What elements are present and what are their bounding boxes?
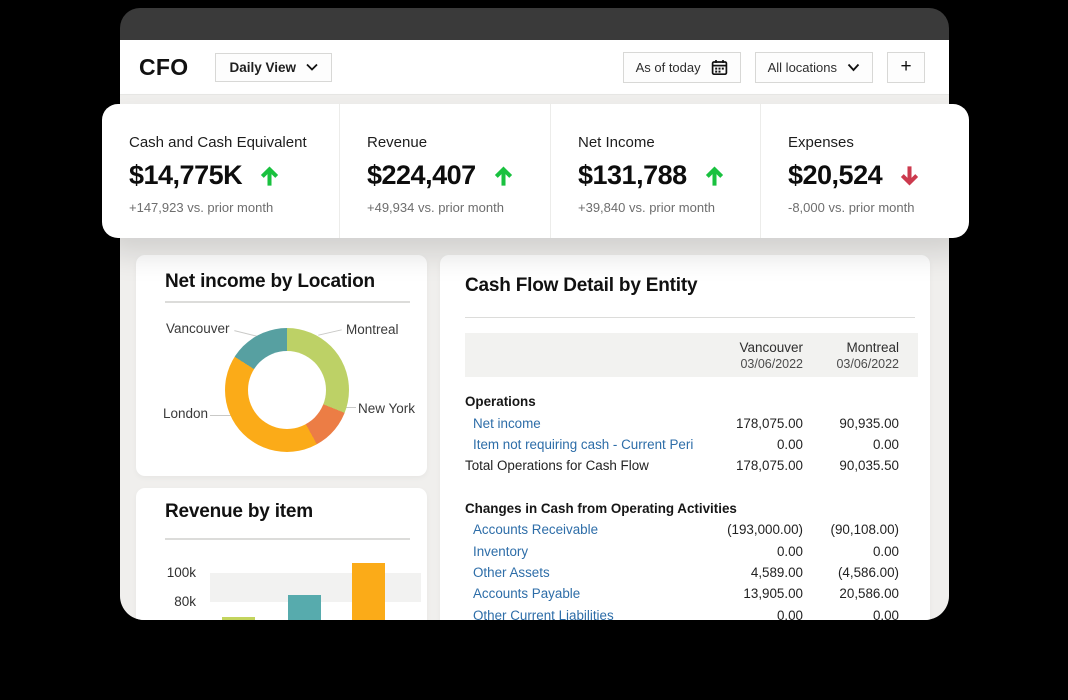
cashflow-title: Cash Flow Detail by Entity [465, 275, 698, 296]
donut-label-newyork: New York [358, 401, 416, 416]
bar-card-title: Revenue by item [165, 501, 313, 522]
label-connector [343, 407, 356, 408]
bar [288, 594, 321, 620]
table-row[interactable]: Inventory 0.00 0.00 [473, 543, 899, 559]
kpi-title: Net Income [578, 134, 655, 151]
date-filter-label: As of today [635, 59, 701, 75]
label-connector [210, 415, 232, 416]
cell-value: 0.00 [872, 607, 899, 620]
window-titlebar [120, 8, 949, 40]
cell-value: (193,000.00) [727, 522, 803, 538]
column-header-montreal: Montreal 03/06/2022 [836, 340, 899, 371]
view-selector-label: Daily View [229, 59, 296, 75]
column-header-vancouver: Vancouver 03/06/2022 [739, 340, 803, 371]
title-divider [465, 317, 915, 318]
table-row-total: Total Operations for Cash Flow 178,075.0… [465, 458, 899, 474]
cell-value: 178,075.00 [735, 415, 803, 431]
section-header-changes: Changes in Cash from Operating Activitie… [465, 500, 737, 516]
kpi-title: Cash and Cash Equivalent [129, 134, 307, 151]
section-header-operations: Operations [465, 394, 536, 410]
cell-value: (4,586.00) [837, 564, 899, 580]
title-divider [165, 301, 410, 303]
trend-arrow [898, 164, 921, 188]
cell-value: 178,075.00 [735, 458, 803, 474]
app-title: CFO [139, 53, 189, 80]
cell-value: 0.00 [872, 543, 899, 559]
section-spacer [465, 477, 918, 498]
donut-label-vancouver: Vancouver [166, 321, 230, 336]
add-widget-button[interactable]: + [887, 51, 925, 83]
trend-arrow [258, 164, 281, 188]
cell-value: 13,905.00 [743, 586, 803, 602]
table-row[interactable]: Other Current Liabilities 0.00 0.00 [465, 605, 918, 620]
kpi-strip: Cash and Cash Equivalent $14,775K +147,9… [102, 104, 969, 238]
ytick-100k: 100k [166, 565, 196, 580]
cell-value: 0.00 [776, 436, 803, 452]
kpi-value: $224,407 [367, 160, 476, 190]
table-row[interactable]: Item not requiring cash - Current Period… [473, 436, 899, 452]
kpi-title: Revenue [367, 134, 428, 151]
kpi-revenue: Revenue $224,407 +49,934 vs. prior month [339, 104, 550, 238]
table-row[interactable]: Net income 178,075.00 90,935.00 [473, 415, 899, 431]
cell-value: 20,586.00 [839, 586, 899, 602]
cashflow-table: Operations Net income 178,075.00 90,935.… [465, 391, 918, 620]
kpi-delta: +39,840 vs. prior month [578, 200, 715, 215]
chevron-down-icon [306, 63, 318, 71]
cell-value: 90,935.00 [839, 415, 899, 431]
revenue-by-item-card: Revenue by item 100k 80k [136, 488, 427, 620]
trend-arrow [703, 164, 726, 188]
cell-value: 90,035.50 [839, 458, 899, 474]
date-filter-button[interactable]: As of today [622, 51, 741, 83]
kpi-delta: +49,934 vs. prior month [367, 200, 504, 215]
table-row[interactable]: Other Assets 4,589.00 (4,586.00) [473, 564, 899, 580]
location-filter-label: All locations [767, 59, 837, 75]
plus-icon: + [900, 56, 912, 77]
trend-arrow [492, 164, 515, 188]
cell-value: (90,108.00) [830, 522, 900, 538]
cash-flow-detail-card: Cash Flow Detail by Entity Vancouver 03/… [440, 255, 930, 620]
location-filter-dropdown[interactable]: All locations [754, 51, 873, 83]
header-controls: As of today All locations + [622, 51, 925, 83]
cell-value: 4,589.00 [750, 564, 803, 580]
cell-value: 0.00 [872, 436, 899, 452]
net-income-by-location-card: Net income by Location Vancouver Montrea… [136, 255, 427, 476]
donut-chart [225, 328, 349, 452]
kpi-value: $20,524 [788, 160, 883, 190]
label-connector [318, 329, 342, 336]
table-row[interactable]: Accounts Receivable (193,000.00) (90,108… [473, 522, 900, 538]
title-divider [165, 538, 410, 540]
kpi-cash: Cash and Cash Equivalent $14,775K +147,9… [102, 104, 339, 238]
donut-hole [248, 351, 326, 429]
app-header: CFO Daily View As of today All locations [120, 40, 949, 95]
kpi-value: $131,788 [578, 160, 687, 190]
kpi-value: $14,775K [129, 160, 243, 190]
bar [352, 562, 385, 620]
kpi-expenses: Expenses $20,524 -8,000 vs. prior month [760, 104, 969, 238]
bar [222, 616, 255, 620]
calendar-icon [711, 59, 727, 75]
ytick-80k: 80k [174, 594, 196, 609]
donut-label-london: London [163, 406, 209, 421]
chevron-down-icon [847, 63, 860, 71]
kpi-delta: +147,923 vs. prior month [129, 200, 274, 215]
cell-value: 0.00 [776, 543, 803, 559]
kpi-title: Expenses [788, 134, 854, 151]
cell-value: 0.00 [776, 607, 803, 620]
kpi-delta: -8,000 vs. prior month [788, 200, 915, 215]
view-selector-dropdown[interactable]: Daily View [215, 52, 332, 82]
donut-card-title: Net income by Location [165, 271, 375, 292]
kpi-net-income: Net Income $131,788 +39,840 vs. prior mo… [550, 104, 760, 238]
donut-label-montreal: Montreal [346, 322, 399, 337]
table-row[interactable]: Accounts Payable 13,905.00 20,586.00 [473, 586, 899, 602]
table-column-header: Vancouver 03/06/2022 Montreal 03/06/2022 [465, 333, 918, 377]
